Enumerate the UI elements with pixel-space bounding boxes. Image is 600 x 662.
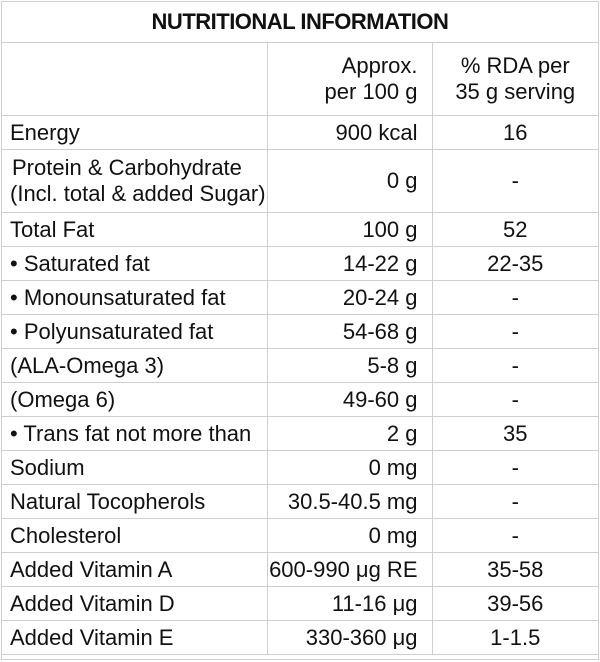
- nutrient-amount: 0 g: [267, 149, 433, 213]
- nutrition-table: Approx. per 100 g % RDA per 35 g serving…: [2, 43, 598, 655]
- header-rda-line1: % RDA per: [460, 53, 570, 78]
- nutrient-name: Natural Tocopherols: [2, 484, 268, 519]
- nutrient-amount: 330-360 μg: [267, 620, 433, 655]
- header-rda-cell: % RDA per 35 g serving: [432, 43, 598, 116]
- title-text: NUTRITIONAL INFORMATION: [151, 9, 449, 34]
- nutrient-name: Added Vitamin E: [2, 620, 268, 655]
- table-row: • Polyunsaturated fat 54-68 g -: [2, 314, 598, 349]
- nutrient-amount: 0 mg: [267, 450, 433, 485]
- nutrient-rda: 39-56: [432, 586, 598, 621]
- table-row: • Trans fat not more than 2 g 35: [2, 416, 598, 451]
- nutrient-rda: -: [432, 484, 598, 519]
- table-row: Protein & Carbohydrate (Incl. total & ad…: [2, 149, 598, 213]
- nutrient-amount: 14-22 g: [267, 246, 433, 281]
- nutrient-name: Protein & Carbohydrate (Incl. total & ad…: [2, 149, 268, 213]
- header-row: Approx. per 100 g % RDA per 35 g serving: [2, 43, 598, 116]
- nutrient-name: (ALA-Omega 3): [2, 348, 268, 383]
- nutrient-rda: -: [432, 450, 598, 485]
- table-row: Cholesterol 0 mg -: [2, 518, 598, 553]
- nutrient-name: • Monounsaturated fat: [2, 280, 268, 315]
- nutrient-amount: 54-68 g: [267, 314, 433, 349]
- nutrient-amount: 30.5-40.5 mg: [267, 484, 433, 519]
- table-row: Sodium 0 mg -: [2, 450, 598, 485]
- nutrient-rda: 16: [432, 115, 598, 150]
- nutrient-rda: -: [432, 382, 598, 417]
- nutrient-name-line2: (Incl. total & added Sugar): [10, 181, 266, 206]
- header-rda-line2: 35 g serving: [455, 79, 576, 104]
- nutrient-amount: 49-60 g: [267, 382, 433, 417]
- table-row: Energy 900 kcal 16: [2, 115, 598, 150]
- nutrient-amount: 0 mg: [267, 518, 433, 553]
- table-row: Total Fat 100 g 52: [2, 212, 598, 247]
- nutrient-rda: 35-58: [432, 552, 598, 587]
- nutrient-name: • Trans fat not more than: [2, 416, 268, 451]
- header-amount-line2: per 100 g: [324, 79, 418, 104]
- nutrient-name: • Polyunsaturated fat: [2, 314, 268, 349]
- nutrient-amount: 5-8 g: [267, 348, 433, 383]
- nutrient-rda: -: [432, 518, 598, 553]
- nutrient-name: (Omega 6): [2, 382, 268, 417]
- nutrient-amount: 100 g: [267, 212, 433, 247]
- nutrient-name-line1: Protein & Carbohydrate: [12, 155, 242, 180]
- nutrient-name: • Saturated fat: [2, 246, 268, 281]
- nutrient-rda: -: [432, 149, 598, 213]
- nutrient-rda: -: [432, 348, 598, 383]
- nutrient-name: Energy: [2, 115, 268, 150]
- table-row: Added Vitamin D 11-16 μg 39-56: [2, 586, 598, 621]
- nutrient-amount: 20-24 g: [267, 280, 433, 315]
- nutrient-rda: 52: [432, 212, 598, 247]
- nutrient-rda: -: [432, 314, 598, 349]
- nutrient-name: Added Vitamin D: [2, 586, 268, 621]
- nutrient-rda: 1-1.5: [432, 620, 598, 655]
- nutrient-amount: 2 g: [267, 416, 433, 451]
- nutrient-rda: -: [432, 280, 598, 315]
- nutrient-name: Added Vitamin A: [2, 552, 268, 587]
- header-amount-cell: Approx. per 100 g: [267, 43, 433, 116]
- header-amount-line1: Approx.: [341, 53, 418, 78]
- table-row: (ALA-Omega 3) 5-8 g -: [2, 348, 598, 383]
- header-nutrient-cell: [2, 43, 268, 116]
- table-row: Natural Tocopherols 30.5-40.5 mg -: [2, 484, 598, 519]
- nutrient-rda: 22-35: [432, 246, 598, 281]
- table-row: Added Vitamin E 330-360 μg 1-1.5: [2, 620, 598, 655]
- table-row: • Monounsaturated fat 20-24 g -: [2, 280, 598, 315]
- nutrient-amount: 600-990 μg RE: [267, 552, 433, 587]
- panel-title: NUTRITIONAL INFORMATION: [2, 2, 598, 43]
- table-row: • Saturated fat 14-22 g 22-35: [2, 246, 598, 281]
- nutrient-amount: 11-16 μg: [267, 586, 433, 621]
- nutrient-name: Sodium: [2, 450, 268, 485]
- nutrient-name: Cholesterol: [2, 518, 268, 553]
- table-row: Added Vitamin A 600-990 μg RE 35-58: [2, 552, 598, 587]
- nutrient-name: Total Fat: [2, 212, 268, 247]
- nutrient-amount: 900 kcal: [267, 115, 433, 150]
- nutrient-rda: 35: [432, 416, 598, 451]
- table-row: (Omega 6) 49-60 g -: [2, 382, 598, 417]
